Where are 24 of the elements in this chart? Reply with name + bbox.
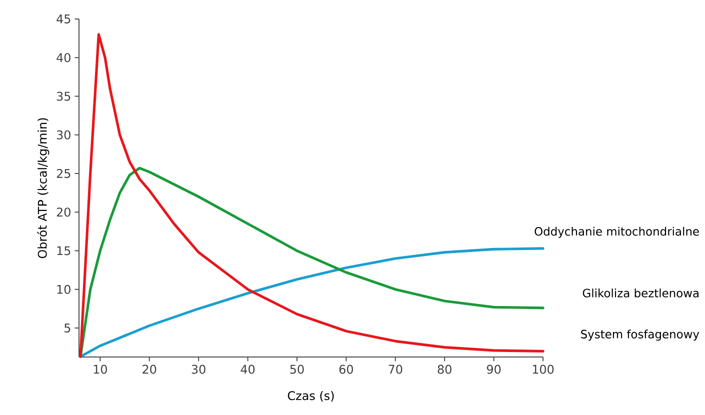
x-axis-title: Czas (s) [288,390,334,402]
x-tick-label: 80 [438,364,452,374]
x-tick-label: 90 [486,364,501,374]
y-axis-title: Obrót ATP (kcal/kg/min) [37,118,50,258]
series-label: Oddychanie mitochondrialne [534,226,699,238]
x-tick-label: 20 [142,364,156,374]
text: System fosfagenowy [581,330,700,341]
x-tick-label: 50 [290,364,304,374]
y-tick-label: 20 [56,208,70,217]
y-tick-label: 25 [56,168,70,178]
x-tick-label: 30 [192,364,206,374]
x-tick-label: 70 [388,364,402,374]
y-tick-label: 45 [56,14,70,24]
y-tick-label: 5 [64,324,70,332]
x-tick-label: 10 [94,364,107,374]
y-tick-label: 30 [56,130,70,140]
text: Glikoliza beztlenowa [582,288,698,298]
y-tick-label: 40 [56,53,70,62]
x-tick-label: 100 [532,364,554,374]
y-tick-label: 35 [56,92,70,101]
y-tick-label: 10 [57,284,70,294]
x-tick-label: 40 [240,364,255,374]
y-tick-label: 15 [57,246,70,256]
x-tick-label: 60 [339,364,353,374]
